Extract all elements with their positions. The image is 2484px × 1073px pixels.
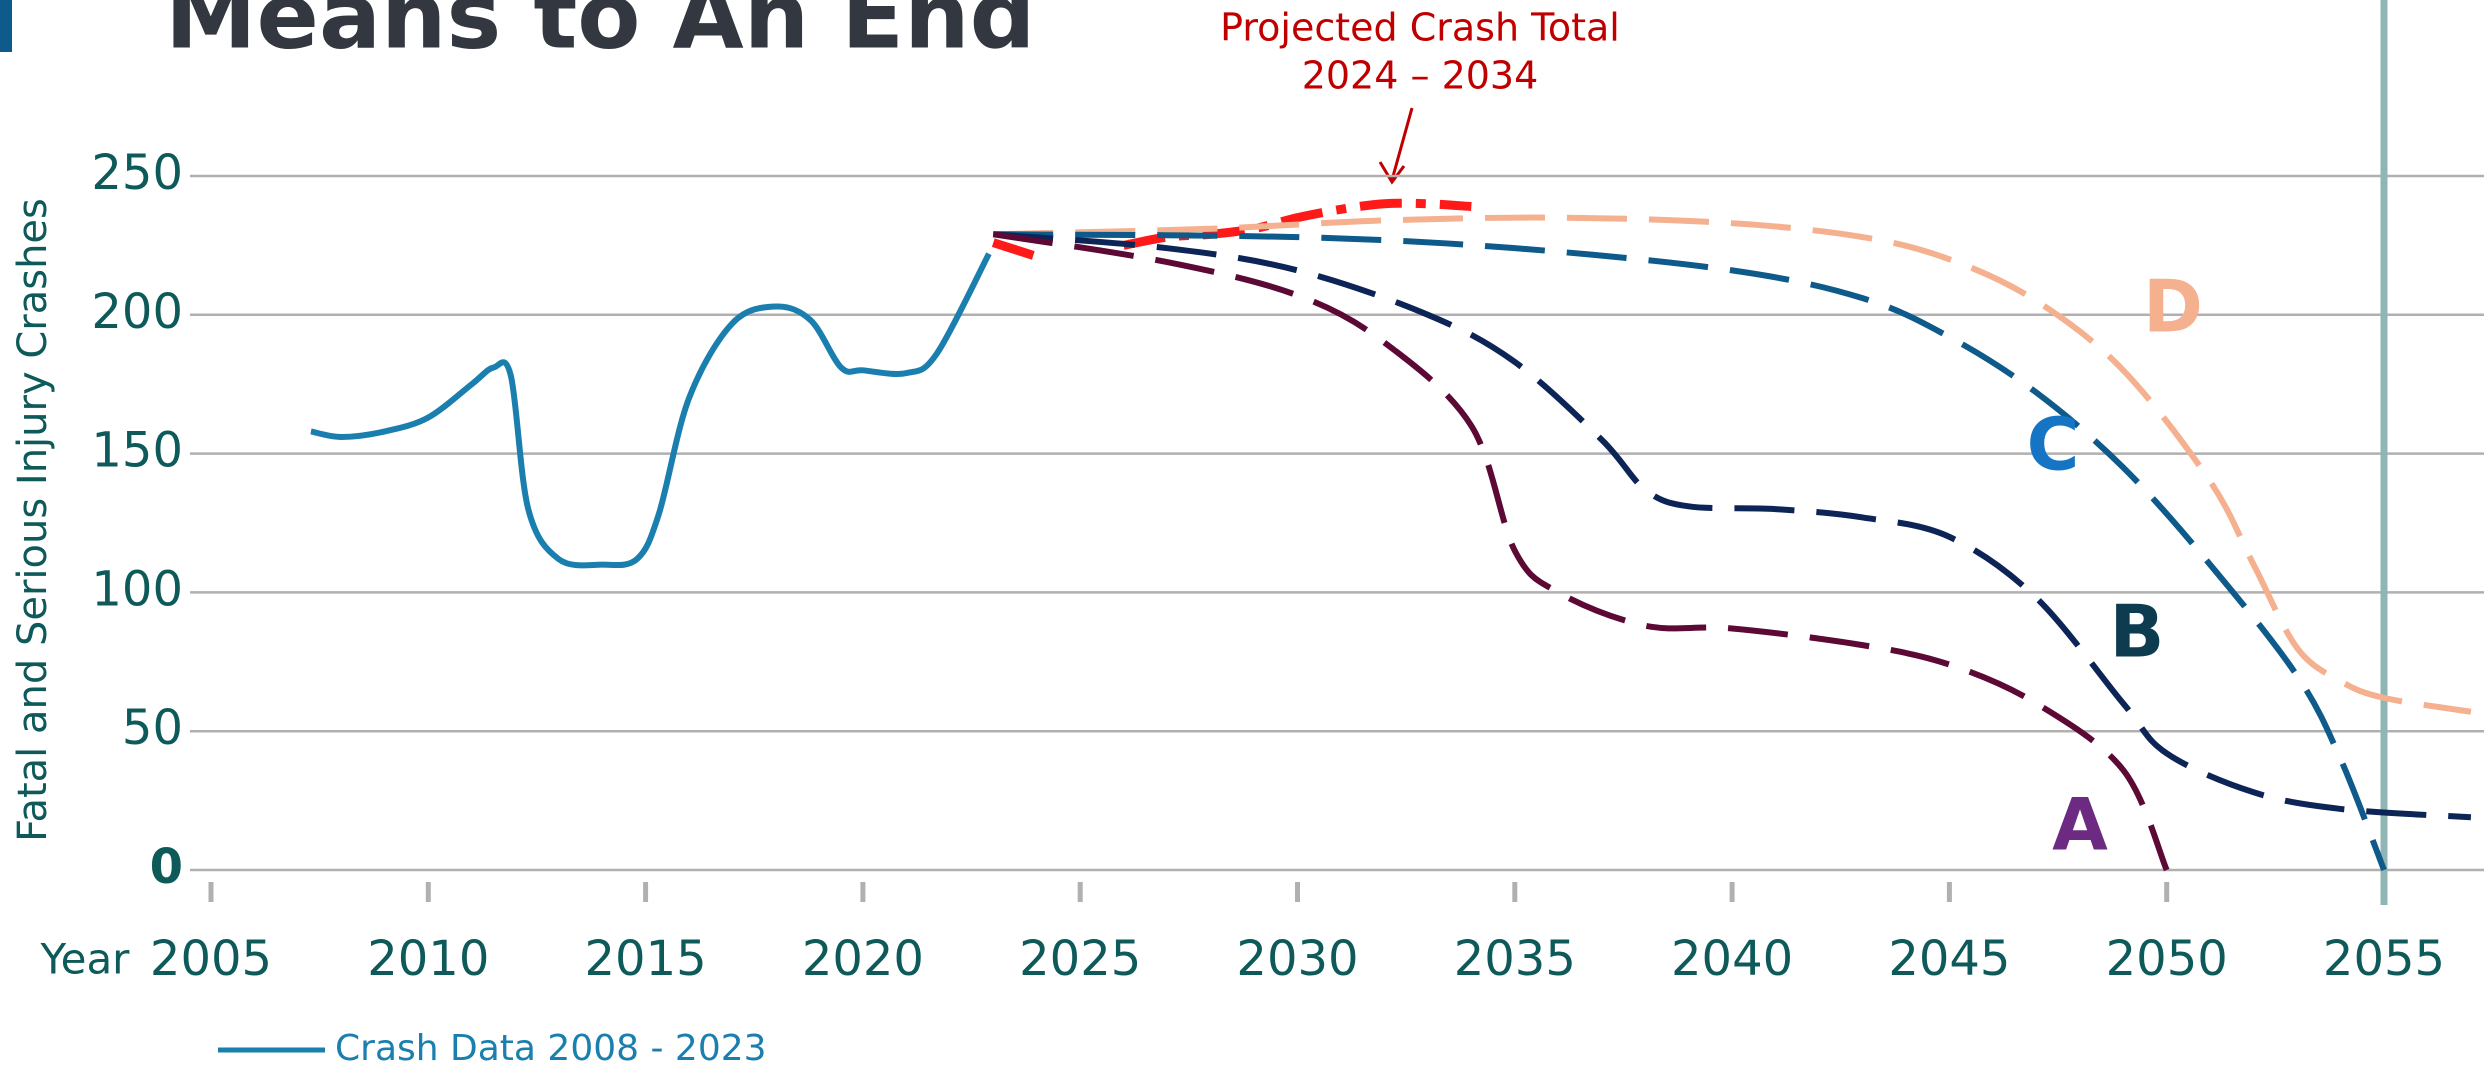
series-label: B: [2110, 590, 2165, 674]
x-tick-label: 2020: [802, 931, 924, 987]
x-tick-label: 2005: [150, 931, 272, 987]
legend-label: Crash Data 2008 - 2023: [335, 1028, 767, 1069]
series-label: D: [2143, 265, 2203, 349]
series-label: A: [2052, 783, 2108, 867]
series-line: [310, 252, 992, 569]
x-tick-label: 2030: [1236, 931, 1358, 987]
y-tick-label: 50: [122, 700, 183, 756]
y-tick-label: 250: [91, 145, 183, 201]
y-axis-label: Fatal and Serious Injury Crashes: [10, 198, 56, 842]
x-tick-label: 2010: [367, 931, 489, 987]
annotation: 2024 – 2034: [1302, 54, 1539, 98]
x-tick-label: 2045: [1888, 931, 2010, 987]
title-accent: [0, 0, 12, 52]
series-line: [993, 231, 2387, 872]
y-tick-label: 150: [91, 423, 183, 479]
series-line: [993, 231, 2472, 821]
x-axis-label: Year: [40, 935, 131, 984]
y-tick-label: 0: [150, 839, 183, 895]
series-line: [993, 214, 2472, 715]
series-label: C: [2027, 403, 2080, 487]
x-tick-label: 2035: [1454, 931, 1576, 987]
x-tick-label: 2050: [2106, 931, 2228, 987]
y-tick-label: 200: [91, 284, 183, 340]
x-tick-label: 2055: [2323, 931, 2445, 987]
annotation: Projected Crash Total: [1220, 6, 1620, 50]
y-tick-label: 100: [91, 561, 183, 617]
chart-title: Means to An End: [165, 0, 1035, 69]
x-tick-label: 2025: [1019, 931, 1141, 987]
annotation-arrow: [1378, 107, 1414, 185]
series-line: [991, 198, 1472, 261]
x-tick-label: 2040: [1671, 931, 1793, 987]
series-line: [992, 231, 2170, 872]
x-tick-label: 2015: [585, 931, 707, 987]
